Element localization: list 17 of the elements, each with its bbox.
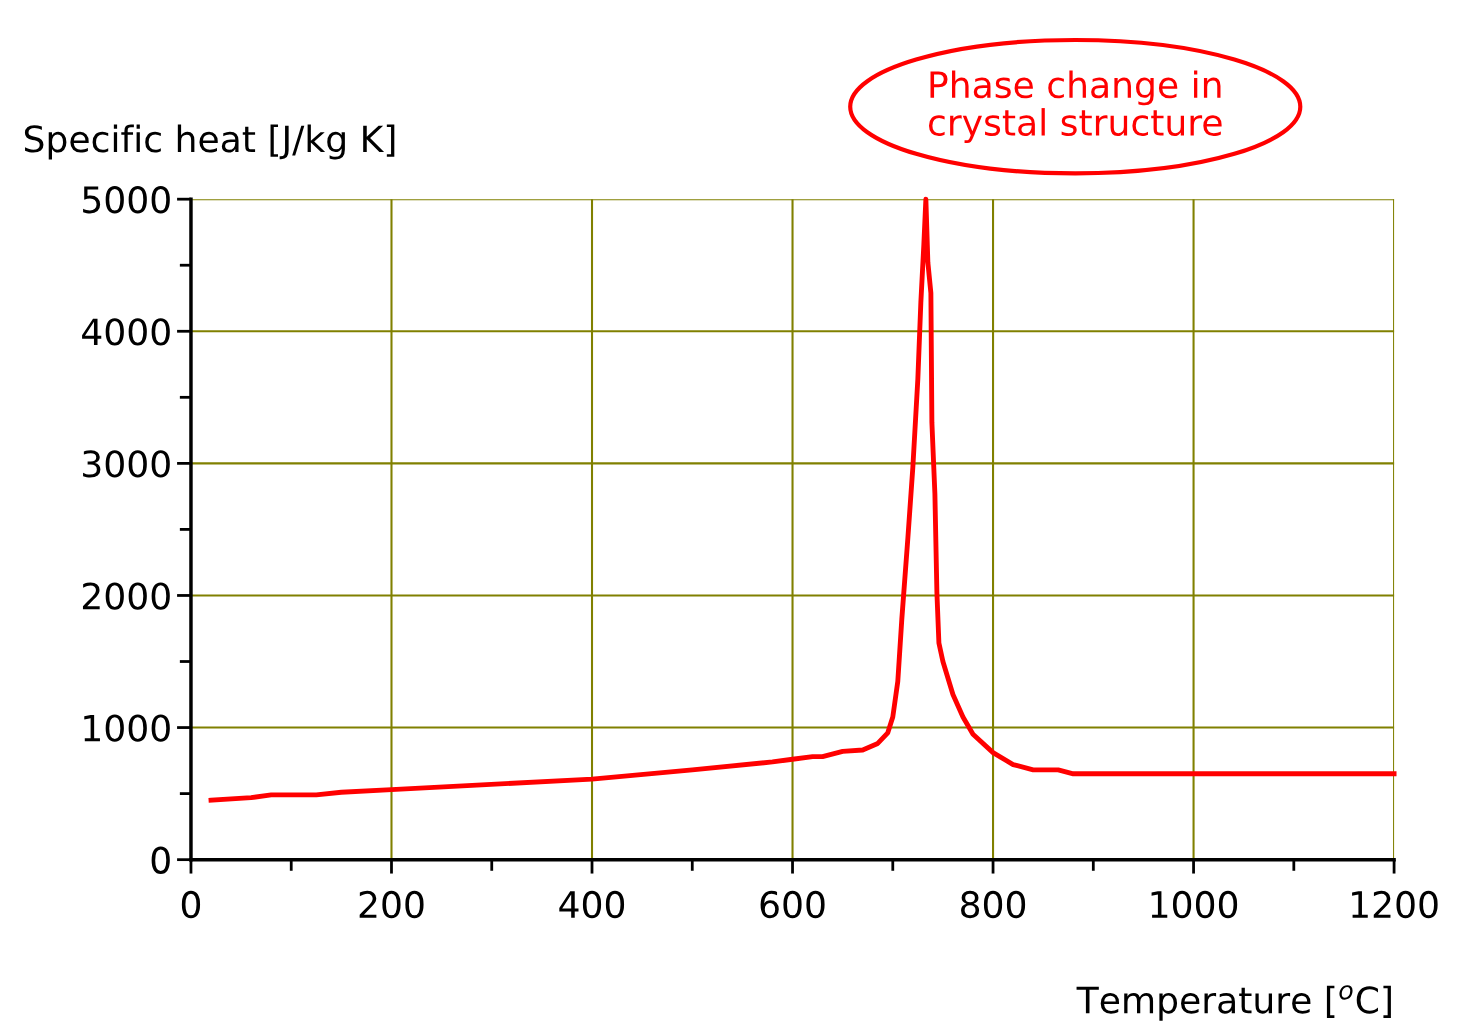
x-tick-label: 800 — [961, 890, 1026, 919]
x-tick-label: 600 — [760, 890, 825, 919]
y-tick-label: 4000 — [82, 318, 170, 346]
x-tick-label: 1000 — [1151, 890, 1238, 919]
y-axis-title: Specific heat [J/kg K] — [24, 124, 395, 160]
y-tick-label: 1000 — [84, 714, 170, 742]
y-tick-label: 0 — [151, 846, 170, 874]
x-tick-label: 1200 — [1352, 890, 1438, 919]
line-series — [208, 196, 1397, 803]
y-tick-label: 3000 — [83, 450, 170, 478]
x-tick-label: 0 — [181, 890, 201, 919]
y-tick-label: 2000 — [82, 582, 170, 610]
y-tick-label: 5000 — [83, 186, 170, 214]
x-axis-title: Temperature [$^{o}$C] — [1076, 985, 1391, 1021]
x-tick-label: 200 — [359, 890, 424, 919]
text: Phase change in crystal structure — [928, 70, 1222, 144]
x-tick-label: 400 — [559, 890, 625, 919]
